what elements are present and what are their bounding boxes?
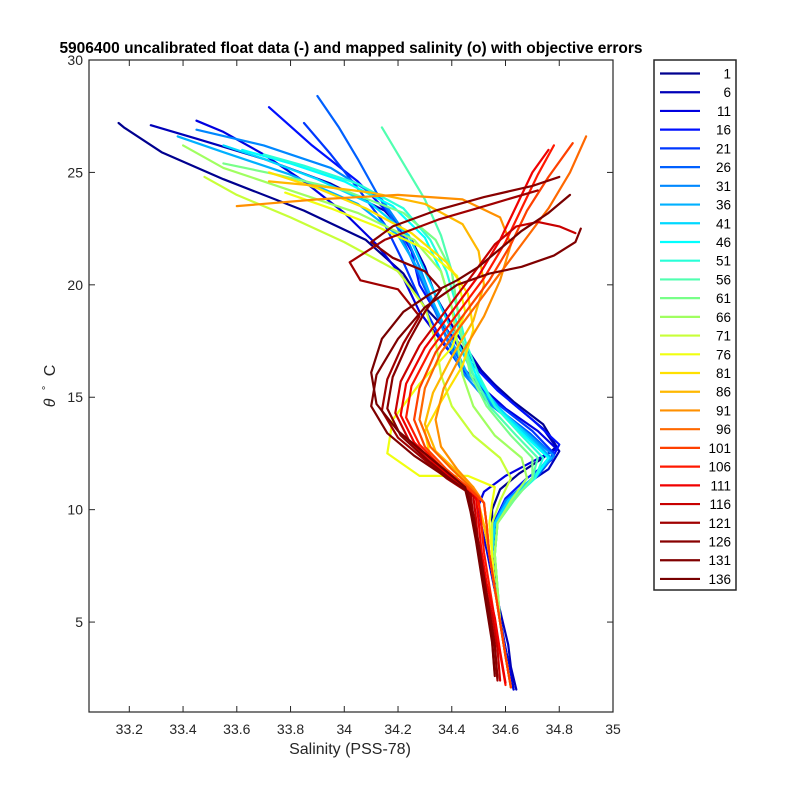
legend-label: 41 [716, 216, 731, 231]
legend-item-96: 96 [660, 422, 731, 437]
legend-item-121: 121 [660, 516, 731, 531]
legend-item-36: 36 [660, 198, 731, 213]
legend-item-136: 136 [660, 572, 731, 587]
legend-label: 111 [710, 478, 731, 493]
legend-item-16: 16 [660, 123, 731, 138]
x-tick-label: 33.4 [169, 721, 196, 737]
legend-label: 81 [716, 366, 731, 381]
legend-label: 96 [716, 422, 731, 437]
legend-label: 136 [708, 572, 731, 587]
legend-item-31: 31 [660, 179, 731, 194]
legend-label: 71 [716, 329, 731, 344]
x-tick-label: 34.8 [546, 721, 573, 737]
x-tick-label: 34.2 [384, 721, 411, 737]
series-line-101 [413, 142, 574, 689]
legend-label: 36 [716, 198, 731, 213]
legend-item-66: 66 [660, 310, 731, 325]
x-tick-label: 33.2 [116, 721, 143, 737]
y-tick-label: 30 [67, 52, 83, 68]
legend-item-106: 106 [660, 460, 731, 475]
legend-label: 26 [716, 160, 731, 175]
x-axis: 33.2 33.4 33.6 33.8 34 34.2 34.4 34.6 34.8 35 [116, 60, 621, 737]
x-tick-label: 33.8 [277, 721, 304, 737]
legend-label: 6 [723, 85, 731, 100]
legend-item-86: 86 [660, 385, 731, 400]
legend-item-46: 46 [660, 235, 731, 250]
legend-item-91: 91 [660, 403, 731, 418]
x-axis-label: Salinity (PSS-78) [289, 741, 411, 758]
plot-frame [88, 59, 614, 713]
legend-item-26: 26 [660, 160, 731, 175]
legend-label: 56 [716, 272, 731, 287]
legend-item-11: 11 [660, 104, 731, 119]
legend-item-81: 81 [660, 366, 731, 381]
y-tick-label: 25 [67, 164, 83, 180]
legend-item-51: 51 [660, 254, 731, 269]
y-tick-label: 15 [67, 389, 83, 405]
x-tick-label: 34.4 [438, 721, 465, 737]
y-axis-label-symbol: θ [42, 398, 59, 407]
legend-label: 116 [709, 497, 731, 512]
legend-label: 1 [723, 67, 731, 82]
legend-label: 11 [717, 104, 731, 119]
legend-label: 101 [708, 441, 731, 456]
legend-label: 61 [716, 291, 731, 306]
svg-text:θ ° C: θ ° C [37, 365, 59, 408]
legend-item-76: 76 [660, 347, 731, 362]
series-line-106 [405, 144, 556, 687]
y-axis: 5 10 15 20 25 30 [67, 52, 613, 630]
legend-item-56: 56 [660, 272, 731, 287]
legend-label: 46 [716, 235, 731, 250]
chart-title: 5906400 uncalibrated float data (-) and … [59, 40, 642, 57]
x-tick-label: 33.6 [223, 721, 250, 737]
legend-item-21: 21 [660, 141, 731, 156]
legend-item-126: 126 [660, 535, 731, 550]
legend-item-111: 111 [660, 478, 731, 493]
legend-item-101: 101 [660, 441, 731, 456]
legend-item-6: 6 [660, 85, 731, 100]
legend-item-1: 1 [660, 67, 731, 82]
y-tick-label: 20 [67, 277, 83, 293]
x-tick-label: 34 [336, 721, 352, 737]
legend-label: 121 [708, 516, 731, 531]
y-tick-label: 10 [67, 502, 83, 518]
legend-item-71: 71 [660, 329, 731, 344]
series-line-66 [182, 144, 529, 689]
legend-label: 91 [716, 403, 731, 418]
y-tick-label: 5 [75, 614, 83, 630]
legend-label: 21 [716, 141, 731, 156]
legend-label: 76 [716, 347, 731, 362]
plot-area [89, 60, 613, 712]
x-tick-label: 35 [605, 721, 621, 737]
series-layer [117, 94, 588, 691]
series-line-136 [370, 193, 572, 675]
legend-label: 131 [708, 553, 731, 568]
legend-item-61: 61 [660, 291, 731, 306]
legend-label: 31 [716, 179, 731, 194]
y-axis-label: θ ° C [37, 365, 59, 408]
legend-item-116: 116 [660, 497, 731, 512]
legend-label: 106 [708, 460, 731, 475]
legend: 1611162126313641465156616671768186919610… [653, 59, 737, 591]
legend-label: 51 [716, 254, 731, 269]
y-axis-label-unit: C [42, 365, 59, 377]
series-line-126 [370, 175, 561, 680]
y-axis-label-degree: ° [41, 386, 53, 390]
legend-item-41: 41 [660, 216, 731, 231]
legend-item-131: 131 [660, 553, 731, 568]
x-tick-label: 34.6 [492, 721, 519, 737]
legend-label: 66 [716, 310, 731, 325]
legend-label: 16 [716, 123, 731, 138]
legend-label: 86 [716, 385, 731, 400]
legend-label: 126 [708, 535, 731, 550]
